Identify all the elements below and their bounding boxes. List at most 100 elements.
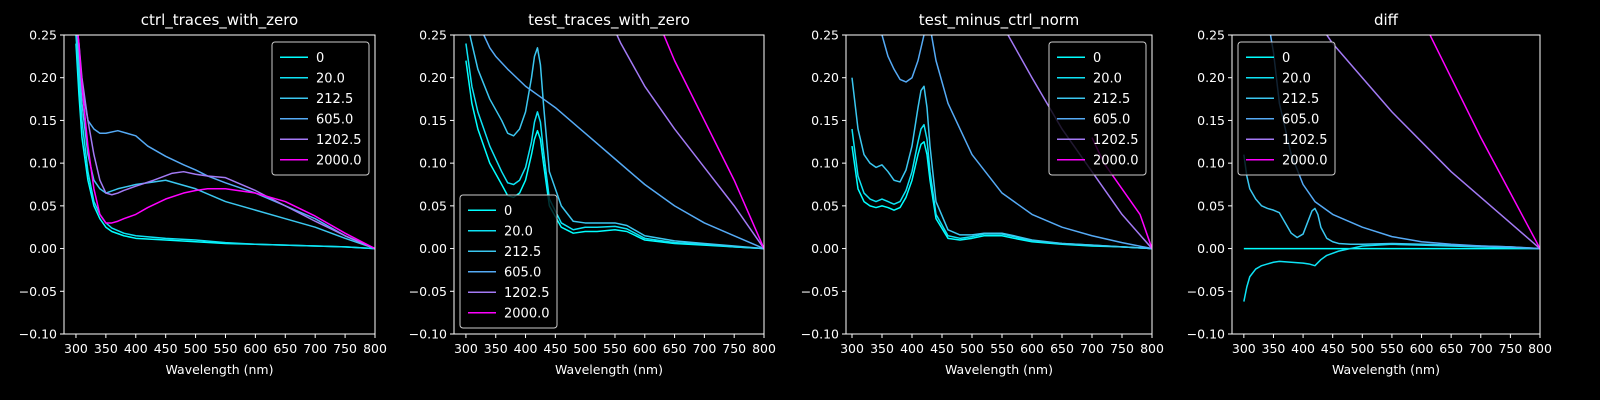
x-tick-label: 400	[124, 341, 148, 356]
axes-frame	[63, 34, 376, 335]
series-line	[881, 35, 1152, 250]
x-tick-label: 400	[900, 341, 924, 356]
series-line	[483, 35, 764, 250]
x-tick-label: 350	[870, 341, 894, 356]
legend-entry-label: 1202.5	[316, 133, 362, 148]
legend: 0 20.0 212.5 605.0 1202.5 2000.0	[459, 194, 558, 329]
x-tick-label: 650	[273, 341, 297, 356]
x-axis-label: Wavelength (nm)	[945, 362, 1053, 377]
legend-frame	[459, 194, 558, 329]
y-tick-label: 0.00	[419, 241, 447, 256]
chart-panel: ctrl_traces_with_zero 300 350 400 450 500 550 6…	[19, 11, 387, 377]
y-tick-label: 0.15	[1197, 113, 1225, 128]
series-line	[1325, 35, 1540, 250]
chart-title: test_minus_ctrl_norm	[919, 11, 1080, 30]
legend-frame	[1237, 41, 1336, 176]
chart-title: ctrl_traces_with_zero	[141, 11, 298, 30]
x-tick-label: 700	[692, 341, 716, 356]
y-tick-label: 0.10	[811, 156, 839, 171]
y-tick-label: 0.10	[419, 156, 447, 171]
x-tick-label: 750	[1498, 341, 1522, 356]
x-tick-label: 300	[64, 341, 88, 356]
series-line	[1243, 154, 1540, 250]
x-tick-label: 650	[1050, 341, 1074, 356]
y-tick-label: 0.10	[1197, 156, 1225, 171]
x-axis-label: Wavelength (nm)	[166, 362, 274, 377]
legend-entry-label: 20.0	[1282, 71, 1311, 86]
y-tick-label: −0.05	[19, 284, 57, 299]
legend-entry-label: 212.5	[1282, 92, 1319, 107]
x-tick-label: 550	[603, 341, 627, 356]
chart-panel: test_traces_with_zero 300 350 400 450 500 550 6…	[409, 11, 776, 377]
legend-entry-label: 1202.5	[1093, 133, 1139, 148]
legend-entry-label: 605.0	[1282, 112, 1319, 127]
axes-frame	[453, 34, 765, 335]
x-tick-label: 450	[1321, 341, 1345, 356]
y-tick-label: 0.05	[419, 198, 447, 213]
series-line	[1429, 35, 1540, 249]
chart-panel: test_minus_ctrl_norm 300 350 400 450 500 550 60…	[801, 11, 1164, 377]
series-line	[465, 43, 764, 250]
x-tick-label: 800	[752, 341, 776, 356]
x-tick-label: 750	[722, 341, 746, 356]
y-tick-label: 0.00	[811, 241, 839, 256]
y-tick-label: 0.20	[1197, 70, 1225, 85]
series-line	[465, 60, 764, 250]
y-tick-label: −0.05	[409, 284, 447, 299]
y-tick-label: 0.20	[29, 70, 57, 85]
x-tick-label: 500	[1350, 341, 1374, 356]
series-line	[851, 141, 1152, 250]
x-tick-label: 750	[333, 341, 357, 356]
y-tick-label: 0.15	[29, 113, 57, 128]
x-tick-label: 650	[1439, 341, 1463, 356]
series-line	[1243, 243, 1540, 302]
legend-entry-label: 2000.0	[1282, 153, 1328, 168]
series-line	[616, 35, 764, 249]
y-tick-label: −0.10	[19, 327, 57, 342]
y-tick-label: 0.20	[419, 70, 447, 85]
legend-entry-label: 0	[1093, 51, 1101, 66]
y-tick-label: 0.15	[419, 113, 447, 128]
x-tick-label: 550	[214, 341, 238, 356]
x-tick-label: 700	[1080, 341, 1104, 356]
y-tick-label: −0.10	[409, 327, 447, 342]
y-tick-label: −0.05	[801, 284, 839, 299]
x-axis-label: Wavelength (nm)	[555, 362, 663, 377]
legend-entry-label: 20.0	[504, 224, 533, 239]
legend-entry-label: 2000.0	[504, 306, 550, 321]
series-line	[851, 123, 1152, 250]
x-tick-label: 650	[663, 341, 687, 356]
x-tick-label: 300	[454, 341, 478, 356]
y-tick-label: 0.10	[29, 156, 57, 171]
legend-frame	[1048, 41, 1147, 176]
y-tick-label: 0.25	[811, 28, 839, 43]
x-axis-label: Wavelength (nm)	[1332, 362, 1440, 377]
series-line	[77, 35, 375, 250]
x-tick-label: 750	[1110, 341, 1134, 356]
x-tick-label: 600	[1020, 341, 1044, 356]
y-tick-label: 0.15	[811, 113, 839, 128]
legend-entry-label: 0	[1282, 51, 1290, 66]
x-tick-label: 700	[1469, 341, 1493, 356]
x-tick-label: 350	[484, 341, 508, 356]
y-tick-label: 0.00	[1197, 241, 1225, 256]
series-line	[75, 35, 375, 250]
x-tick-label: 600	[633, 341, 657, 356]
x-tick-label: 500	[573, 341, 597, 356]
legend-entry-label: 2000.0	[1093, 153, 1139, 168]
legend-entry-label: 605.0	[504, 265, 541, 280]
x-tick-label: 300	[840, 341, 864, 356]
y-tick-label: 0.25	[419, 28, 447, 43]
x-tick-label: 600	[243, 341, 267, 356]
x-tick-label: 600	[1410, 341, 1434, 356]
series-line	[77, 35, 375, 250]
y-tick-label: −0.10	[801, 327, 839, 342]
y-tick-label: 0.25	[29, 28, 57, 43]
series-line	[75, 35, 375, 250]
legend: 0 20.0 212.5 605.0 1202.5 2000.0	[1048, 41, 1147, 176]
y-tick-label: 0.05	[811, 198, 839, 213]
chart-title: diff	[1374, 11, 1399, 29]
plot-area	[465, 35, 764, 250]
y-tick-label: 0.25	[1197, 28, 1225, 43]
